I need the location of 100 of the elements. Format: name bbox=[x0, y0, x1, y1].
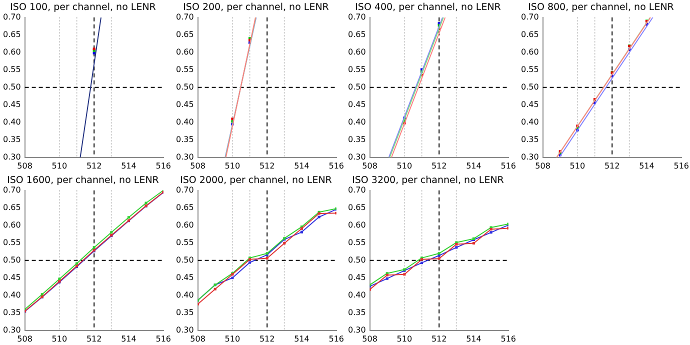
x-tick-label: 512 bbox=[258, 334, 274, 344]
y-tick-label: 0.55 bbox=[176, 238, 194, 247]
y-tick-label: 0.35 bbox=[348, 134, 366, 144]
x-tick-label: 510 bbox=[569, 161, 585, 170]
y-tick-label: 0.70 bbox=[348, 185, 366, 194]
y-tick-label: 0.60 bbox=[348, 220, 366, 230]
x-tick-label: 514 bbox=[466, 161, 482, 170]
chart-title: ISO 2000, per channel, no LENR bbox=[180, 175, 332, 186]
y-tick-label: 0.30 bbox=[3, 152, 21, 162]
y-tick-label: 0.70 bbox=[348, 12, 366, 22]
y-tick-label: 0.30 bbox=[176, 152, 194, 162]
y-tick-label: 0.60 bbox=[176, 47, 194, 56]
y-tick-label: 0.35 bbox=[176, 134, 194, 144]
y-tick-label: 0.40 bbox=[176, 117, 194, 126]
x-tick-label: 508 bbox=[17, 334, 32, 344]
y-tick-label: 0.35 bbox=[176, 308, 194, 317]
y-tick-label: 0.50 bbox=[176, 255, 194, 264]
y-tick-label: 0.70 bbox=[176, 12, 194, 22]
x-tick-label: 516 bbox=[328, 334, 344, 344]
y-tick-label: 0.45 bbox=[348, 100, 366, 109]
y-tick-label: 0.35 bbox=[520, 134, 538, 144]
y-tick-label: 0.70 bbox=[3, 12, 21, 22]
y-tick-label: 0.55 bbox=[348, 238, 366, 247]
x-tick-label: 510 bbox=[396, 334, 412, 344]
chart-title: ISO 800, per channel, no LENR bbox=[528, 2, 674, 14]
x-tick-label: 512 bbox=[86, 334, 102, 344]
x-tick-label: 508 bbox=[362, 334, 378, 344]
y-tick-label: 0.30 bbox=[3, 325, 21, 334]
y-tick-label: 0.40 bbox=[176, 290, 194, 300]
x-tick-label: 514 bbox=[121, 334, 136, 344]
y-tick-label: 0.70 bbox=[520, 12, 538, 22]
x-tick-label: 510 bbox=[224, 334, 240, 344]
y-tick-label: 0.60 bbox=[176, 220, 194, 230]
y-tick-label: 0.40 bbox=[3, 117, 21, 126]
chart-title: ISO 400, per channel, no LENR bbox=[355, 2, 502, 14]
x-tick-label: 508 bbox=[17, 161, 32, 170]
x-tick-label: 508 bbox=[534, 161, 550, 170]
x-tick-label: 516 bbox=[328, 161, 344, 170]
y-tick-label: 0.30 bbox=[348, 325, 366, 334]
y-tick-label: 0.45 bbox=[520, 100, 538, 109]
y-tick-label: 0.50 bbox=[3, 82, 21, 92]
x-tick-label: 508 bbox=[362, 161, 378, 170]
x-tick-label: 508 bbox=[190, 334, 205, 344]
y-tick-label: 0.60 bbox=[348, 47, 366, 56]
y-tick-label: 0.45 bbox=[176, 100, 194, 109]
x-tick-label: 512 bbox=[431, 334, 447, 344]
x-tick-label: 514 bbox=[638, 161, 654, 170]
y-tick-label: 0.55 bbox=[3, 64, 21, 74]
y-tick-label: 0.50 bbox=[520, 82, 538, 92]
x-tick-label: 516 bbox=[500, 334, 516, 344]
y-tick-label: 0.35 bbox=[348, 308, 366, 317]
x-tick-label: 510 bbox=[52, 161, 68, 170]
y-tick-label: 0.35 bbox=[3, 134, 21, 144]
y-tick-label: 0.50 bbox=[3, 255, 21, 264]
y-tick-label: 0.40 bbox=[520, 117, 538, 126]
x-tick-label: 512 bbox=[604, 161, 620, 170]
y-tick-label: 0.65 bbox=[176, 202, 194, 212]
y-tick-label: 0.35 bbox=[3, 308, 21, 317]
chart-title: ISO 100, per channel, no LENR bbox=[10, 2, 156, 14]
y-tick-label: 0.30 bbox=[348, 152, 366, 162]
x-tick-label: 510 bbox=[224, 161, 240, 170]
x-tick-label: 512 bbox=[86, 161, 102, 170]
x-tick-label: 512 bbox=[258, 161, 274, 170]
x-tick-label: 516 bbox=[673, 161, 689, 170]
y-tick-label: 0.65 bbox=[348, 30, 366, 39]
y-tick-label: 0.30 bbox=[176, 325, 194, 334]
chart-title: ISO 1600, per channel, no LENR bbox=[7, 175, 160, 186]
x-tick-label: 514 bbox=[466, 334, 482, 344]
y-tick-label: 0.65 bbox=[3, 202, 21, 212]
x-tick-label: 516 bbox=[156, 334, 172, 344]
y-tick-label: 0.45 bbox=[348, 272, 366, 282]
x-tick-label: 514 bbox=[294, 334, 309, 344]
y-tick-label: 0.45 bbox=[176, 272, 194, 282]
y-tick-label: 0.55 bbox=[348, 64, 366, 74]
y-tick-label: 0.50 bbox=[176, 82, 194, 92]
y-tick-label: 0.45 bbox=[3, 100, 21, 109]
x-tick-label: 516 bbox=[156, 161, 172, 170]
x-tick-label: 514 bbox=[294, 161, 309, 170]
y-tick-label: 0.40 bbox=[348, 117, 366, 126]
x-tick-label: 516 bbox=[500, 161, 516, 170]
y-tick-label: 0.60 bbox=[520, 47, 538, 56]
x-tick-label: 512 bbox=[431, 161, 447, 170]
chart-title: ISO 200, per channel, no LENR bbox=[182, 2, 329, 14]
x-tick-label: 508 bbox=[190, 161, 205, 170]
x-tick-label: 510 bbox=[396, 161, 412, 170]
x-tick-label: 514 bbox=[121, 161, 136, 170]
y-tick-label: 0.60 bbox=[3, 220, 21, 230]
y-tick-label: 0.60 bbox=[3, 47, 21, 56]
y-tick-label: 0.65 bbox=[348, 202, 366, 212]
chart-title: ISO 3200, per channel, no LENR bbox=[352, 175, 504, 186]
y-tick-label: 0.70 bbox=[3, 185, 21, 194]
y-tick-label: 0.40 bbox=[3, 290, 21, 300]
y-tick-label: 0.50 bbox=[348, 82, 366, 92]
y-tick-label: 0.30 bbox=[520, 152, 538, 162]
y-tick-label: 0.50 bbox=[348, 255, 366, 264]
x-tick-label: 510 bbox=[52, 334, 68, 344]
y-tick-label: 0.65 bbox=[520, 30, 538, 39]
y-tick-label: 0.55 bbox=[176, 64, 194, 74]
y-tick-label: 0.65 bbox=[3, 30, 21, 39]
y-tick-label: 0.55 bbox=[520, 64, 538, 74]
